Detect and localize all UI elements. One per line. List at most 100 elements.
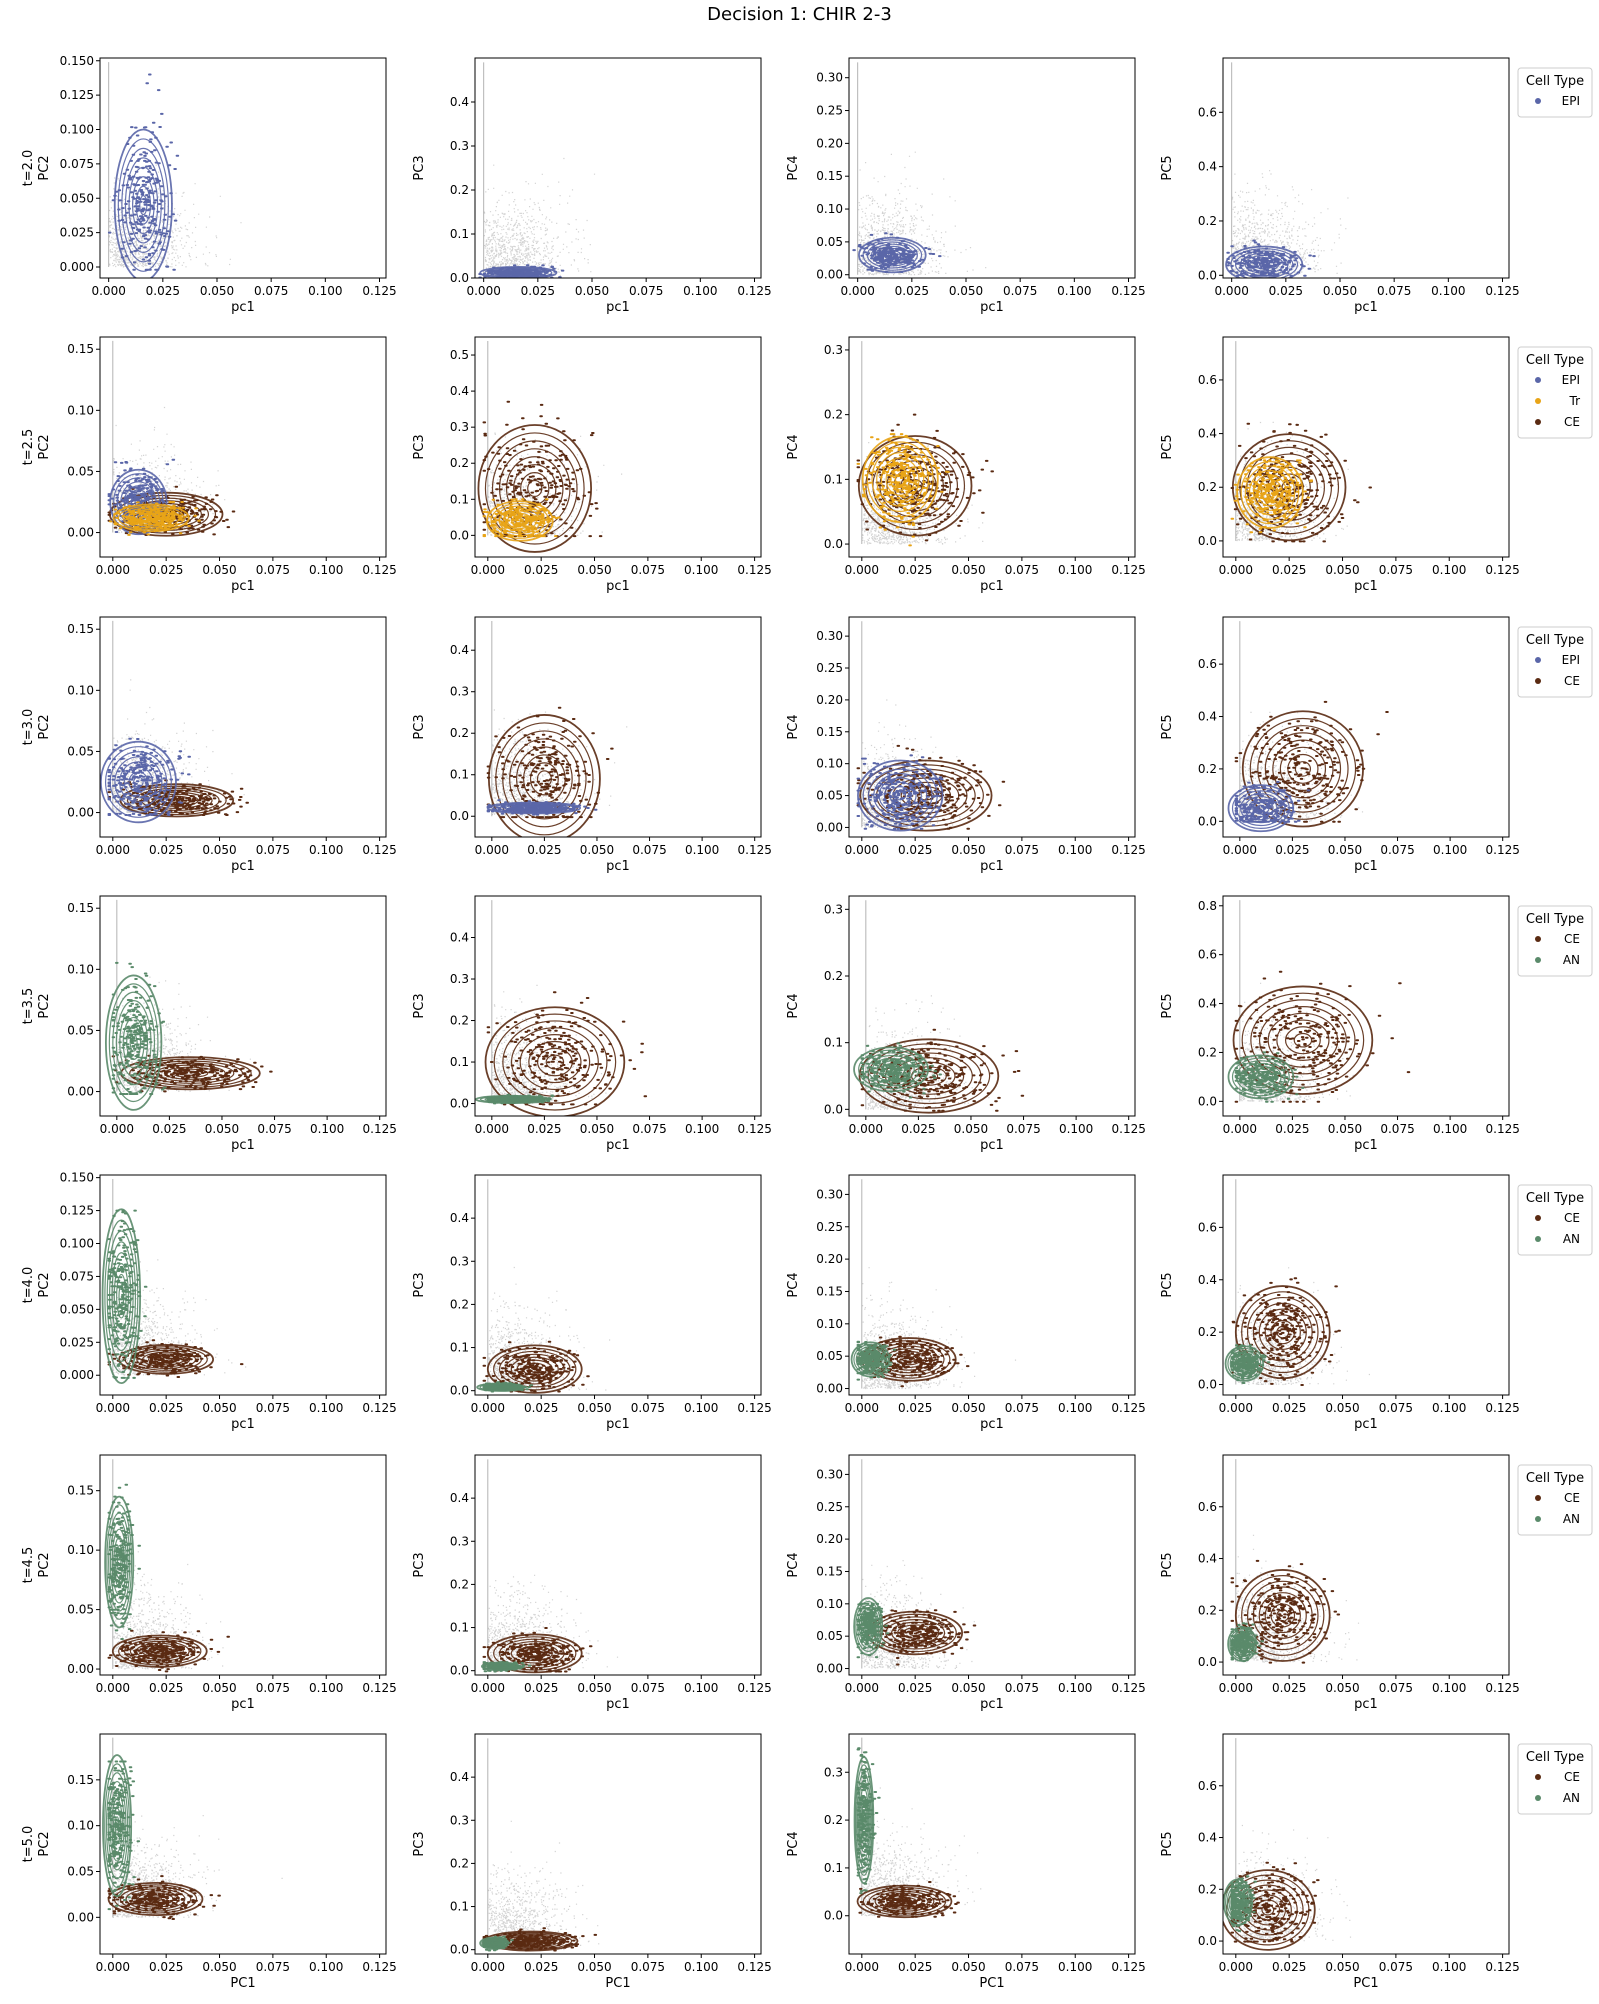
x-tick-label: 0.075 xyxy=(1379,1401,1413,1415)
kde-contour xyxy=(1258,1006,1347,1075)
x-tick-label: 0.050 xyxy=(202,1681,236,1695)
x-tick-label: 0.025 xyxy=(1275,843,1309,857)
y-tick-label: 0.15 xyxy=(67,1484,94,1498)
kde-contour xyxy=(870,243,914,267)
y-tick-label: 0.0 xyxy=(450,1097,469,1111)
kde-contour xyxy=(879,454,951,518)
y-tick-label: 0.15 xyxy=(67,901,94,915)
y-tick-label: 0.4 xyxy=(1198,160,1217,174)
x-tick-label: 0.100 xyxy=(309,1960,343,1974)
kde-contour xyxy=(1235,1898,1241,1906)
series-an xyxy=(1227,1051,1305,1103)
legend-marker-ce xyxy=(1535,1215,1541,1221)
y-tick-label: 0.10 xyxy=(67,962,94,976)
kde-contour xyxy=(100,740,177,824)
subplot-r2-c2: 0.000 0.025 0.050 0.075 0.100 0.125 0.00 0.05 0.… xyxy=(786,616,1146,874)
x-tick-label: 0.025 xyxy=(524,1681,558,1695)
subplot-r4-c3: 0.000 0.025 0.050 0.075 0.100 0.125 0.0 0.2 0.4 0… xyxy=(1160,1174,1520,1432)
y-axis-label: PC2 xyxy=(37,155,52,180)
y-tick-label: 0.00 xyxy=(816,820,843,834)
axes-frame xyxy=(474,57,762,279)
kde-contour xyxy=(887,252,898,258)
y-tick-label: 0.150 xyxy=(60,54,94,68)
kde-contour xyxy=(1248,469,1292,516)
y-tick-label: 0.100 xyxy=(60,1237,94,1251)
y-tick-label: 0.3 xyxy=(450,972,469,986)
kde-contour xyxy=(113,1536,126,1588)
axes-frame xyxy=(848,57,1136,279)
kde-contour xyxy=(519,1034,591,1091)
kde-contour xyxy=(488,1940,501,1946)
kde-contour xyxy=(114,1816,120,1836)
kde-contour xyxy=(1227,1054,1295,1100)
x-axis-label: pc1 xyxy=(980,300,1004,315)
x-tick-label: 0.100 xyxy=(1432,563,1466,577)
x-tick-label: 0.075 xyxy=(1380,843,1414,857)
kde-contour xyxy=(515,517,525,525)
kde-contour xyxy=(510,1027,599,1097)
y-axis-label: PC4 xyxy=(786,714,801,739)
kde-contour xyxy=(853,1756,875,1885)
kde-contour xyxy=(874,1890,935,1912)
x-tick-label: 0.075 xyxy=(256,1681,290,1695)
kde-contour xyxy=(116,1553,122,1571)
kde-contour xyxy=(862,1886,947,1916)
y-tick-label: 0.4 xyxy=(450,1211,469,1225)
kde-contour xyxy=(126,1025,142,1061)
kde-contour xyxy=(112,503,190,533)
background-cells xyxy=(483,157,596,278)
scatter-points-ce xyxy=(482,400,603,538)
kde-contour xyxy=(484,1939,504,1948)
x-tick-label: 0.075 xyxy=(632,843,666,857)
kde-contour xyxy=(1276,1019,1330,1061)
y-tick-label: 0.0 xyxy=(1198,1378,1217,1392)
y-tick-label: 0.00 xyxy=(67,1662,94,1676)
scatter-points-ce xyxy=(486,706,614,819)
kde-contour xyxy=(128,771,149,793)
y-tick-label: 0.05 xyxy=(816,1629,843,1643)
plot-area xyxy=(1224,1179,1370,1386)
x-tick-label: 0.025 xyxy=(524,1960,558,1974)
y-tick-label: 0.050 xyxy=(60,191,94,205)
x-tick-label: 0.075 xyxy=(1003,284,1037,298)
kde-contour xyxy=(1244,254,1284,274)
kde-contour xyxy=(106,1230,137,1363)
x-tick-label: 0.050 xyxy=(1328,1122,1362,1136)
axes-frame xyxy=(474,895,762,1117)
axes-frame xyxy=(474,1733,762,1955)
plot-area xyxy=(100,620,249,824)
kde-contour xyxy=(1252,1302,1313,1362)
kde-contour xyxy=(111,1528,127,1596)
y-tick-label: 0.00 xyxy=(67,1910,94,1924)
kde-contour xyxy=(858,236,927,274)
x-tick-label: 0.100 xyxy=(1433,843,1467,857)
kde-contour xyxy=(902,1627,928,1639)
plot-area xyxy=(107,62,242,278)
y-tick-label: 0.20 xyxy=(816,693,843,707)
kde-contour xyxy=(1250,999,1356,1082)
x-tick-label: 0.000 xyxy=(1219,563,1253,577)
kde-contour xyxy=(1229,1628,1256,1660)
kde-contour xyxy=(1248,798,1274,818)
kde-contour xyxy=(136,1349,197,1370)
x-tick-label: 0.125 xyxy=(362,284,396,298)
legend-label-an: AN xyxy=(1563,1512,1580,1526)
x-tick-label: 0.100 xyxy=(1432,1401,1466,1415)
kde-contour xyxy=(862,1615,875,1638)
kde-contour xyxy=(857,759,944,832)
kde-contour xyxy=(1252,1586,1313,1645)
x-tick-label: 0.075 xyxy=(256,563,290,577)
y-tick-label: 0.2 xyxy=(450,183,469,197)
kde-contour xyxy=(479,266,558,278)
x-tick-label: 0.125 xyxy=(1485,1401,1519,1415)
y-axis-label: PC3 xyxy=(412,155,427,180)
kde-contour xyxy=(1276,1609,1290,1622)
x-tick-label: 0.100 xyxy=(1058,1681,1092,1695)
x-tick-label: 0.125 xyxy=(738,843,772,857)
y-tick-label: 0.0 xyxy=(450,271,469,285)
x-tick-label: 0.000 xyxy=(475,843,509,857)
kde-contour xyxy=(859,759,993,832)
x-tick-label: 0.050 xyxy=(575,284,609,298)
legend-title: Cell Type xyxy=(1526,74,1584,89)
y-tick-label: 0.1 xyxy=(450,492,469,506)
